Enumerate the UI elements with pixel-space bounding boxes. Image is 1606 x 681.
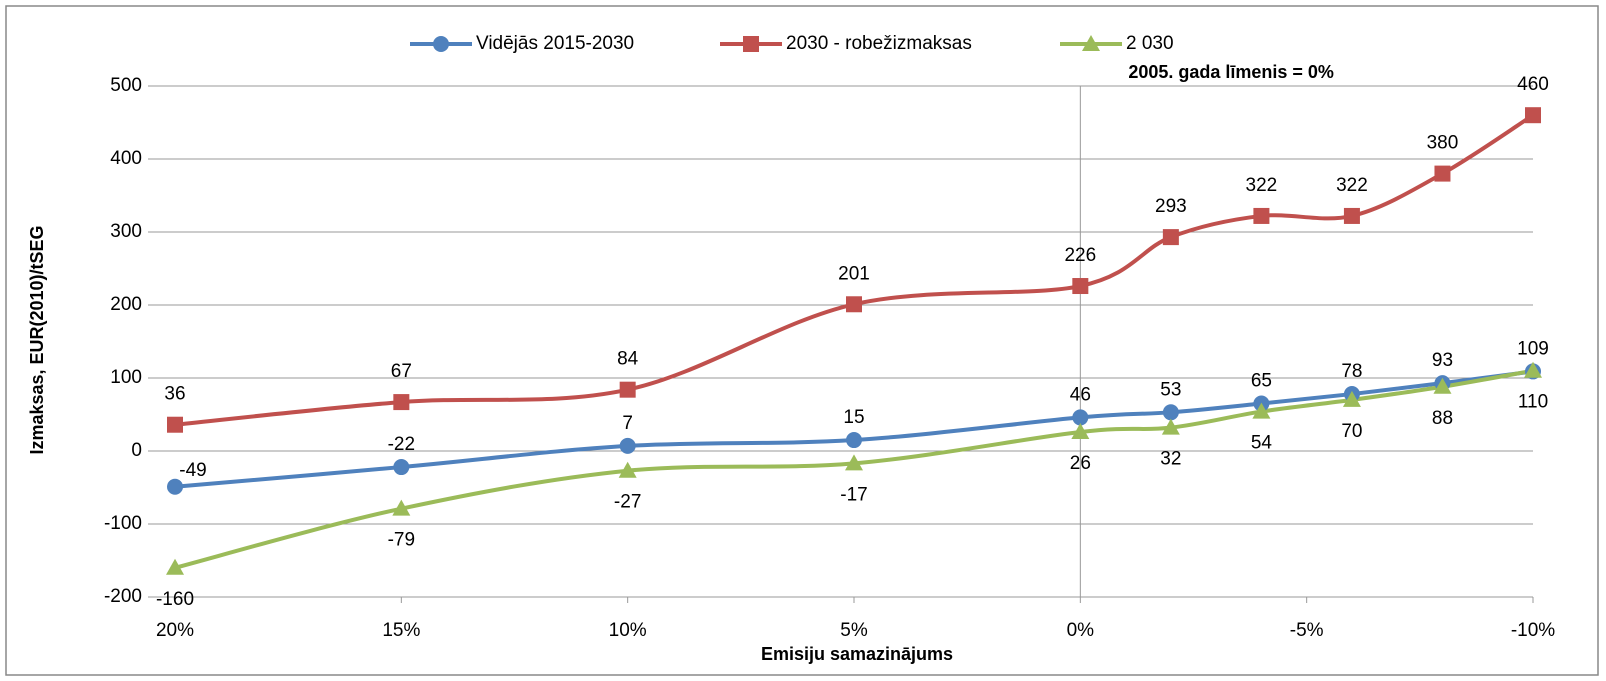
data-point [1252, 402, 1271, 419]
data-label: 70 [1341, 421, 1362, 442]
data-point [1343, 207, 1360, 224]
data-label: 84 [617, 349, 639, 370]
data-point [845, 454, 863, 471]
data-point [1524, 361, 1542, 378]
data-point [1162, 404, 1179, 421]
data-label: 93 [1432, 350, 1453, 371]
data-label: 15 [843, 407, 864, 428]
y-tick-label: 0 [131, 440, 142, 461]
data-label: 322 [1246, 175, 1278, 196]
data-label: 110 [1518, 392, 1548, 413]
y-tick-label: 300 [110, 221, 142, 242]
data-point [1342, 390, 1361, 407]
data-label: 36 [164, 384, 185, 405]
y-tick-label: 200 [110, 294, 142, 315]
legend-label: 2 030 [1126, 33, 1174, 54]
data-point [619, 381, 636, 398]
data-label: -27 [614, 492, 641, 513]
x-tick-label: 0% [1067, 620, 1095, 641]
data-label: 78 [1341, 361, 1362, 382]
data-point [167, 478, 183, 495]
data-point [846, 432, 862, 449]
data-label: 322 [1336, 175, 1368, 196]
y-tick-label: 500 [110, 75, 142, 96]
data-point [1071, 423, 1090, 440]
data-label: 65 [1251, 371, 1272, 392]
data-label: 201 [838, 263, 870, 284]
series-line [174, 368, 1534, 570]
data-label: -79 [388, 530, 415, 551]
data-point [1253, 207, 1270, 224]
data-point [1072, 409, 1089, 426]
data-label: -17 [840, 484, 867, 505]
y-tick-label: 100 [110, 367, 142, 388]
data-label: 26 [1070, 453, 1091, 474]
x-tick-label: 20% [156, 620, 194, 641]
legend-label: Vidējās 2015-2030 [476, 33, 634, 54]
data-label: 88 [1432, 408, 1453, 429]
series-line [174, 369, 1534, 489]
data-point [167, 416, 183, 433]
data-label: 293 [1155, 196, 1187, 217]
data-label: -160 [156, 589, 194, 610]
y-tick-label: -100 [104, 513, 142, 534]
data-label: -22 [388, 434, 415, 455]
x-tick-label: -10% [1511, 620, 1555, 641]
data-point [1161, 418, 1180, 435]
y-tick-label: -200 [104, 586, 142, 607]
data-label: 54 [1251, 433, 1273, 454]
x-tick-label: -5% [1290, 620, 1324, 641]
data-label: 46 [1070, 384, 1091, 405]
data-label: 53 [1160, 379, 1181, 400]
data-label: 109 [1517, 338, 1549, 359]
data-point [846, 296, 862, 313]
data-label: 67 [391, 361, 412, 382]
x-tick-label: 15% [382, 620, 420, 641]
data-point [166, 558, 184, 575]
data-label: 460 [1517, 74, 1549, 95]
legend-marker [1082, 35, 1100, 51]
data-point [1433, 377, 1452, 394]
legend-label: 2030 - robežizmaksas [786, 33, 972, 54]
data-label: 380 [1427, 133, 1459, 154]
data-point [1072, 278, 1089, 295]
y-tick-label: 400 [110, 148, 142, 169]
data-point [392, 499, 411, 516]
data-point [393, 459, 410, 476]
data-point [1162, 229, 1179, 246]
legend-marker [743, 36, 759, 52]
data-label: 226 [1064, 245, 1096, 266]
data-point [618, 461, 637, 478]
data-point [619, 437, 636, 454]
data-point [1434, 165, 1451, 182]
chart-frame [5, 5, 1599, 676]
data-label: 7 [622, 413, 633, 434]
x-tick-label: 10% [609, 620, 647, 641]
data-point [1525, 107, 1541, 124]
x-tick-label: 5% [840, 620, 868, 641]
data-point [393, 394, 410, 411]
y-axis-title: Izmaksas, EUR(2010)/tSEG [27, 225, 47, 454]
series-line [174, 113, 1535, 427]
data-label: 32 [1160, 449, 1181, 470]
legend-marker [433, 36, 449, 52]
annotation: 2005. gada līmenis = 0% [1128, 62, 1334, 82]
data-label: -49 [179, 460, 206, 481]
x-axis-title: Emisiju samazinājums [761, 644, 953, 664]
